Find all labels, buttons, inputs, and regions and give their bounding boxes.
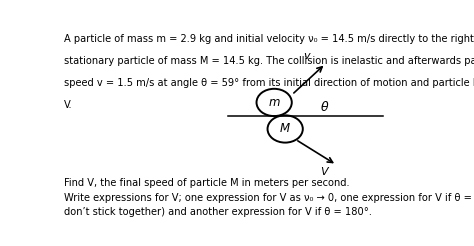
- Text: Find V, the final speed of particle M in meters per second.: Find V, the final speed of particle M in…: [64, 178, 349, 188]
- Text: v: v: [303, 51, 310, 61]
- Text: A particle of mass m = 2.9 kg and initial velocity ν₀ = 14.5 m/s directly to the: A particle of mass m = 2.9 kg and initia…: [64, 34, 474, 44]
- Text: stationary particle of mass M = 14.5 kg. The collision is inelastic and afterwar: stationary particle of mass M = 14.5 kg.…: [64, 56, 474, 66]
- Text: V: V: [320, 167, 328, 177]
- Text: Write expressions for V; one expression for V as ν₀ → 0, one expression for V if: Write expressions for V; one expression …: [64, 193, 474, 203]
- Text: speed v = 1.5 m/s at angle θ = 59° from its initial direction of motion and part: speed v = 1.5 m/s at angle θ = 59° from …: [64, 78, 474, 88]
- Text: don’t stick together) and another expression for V if θ = 180°.: don’t stick together) and another expres…: [64, 207, 372, 217]
- Text: m: m: [268, 96, 280, 109]
- Text: V.: V.: [64, 100, 72, 110]
- Text: $\theta$: $\theta$: [320, 100, 329, 114]
- Text: M: M: [280, 123, 290, 136]
